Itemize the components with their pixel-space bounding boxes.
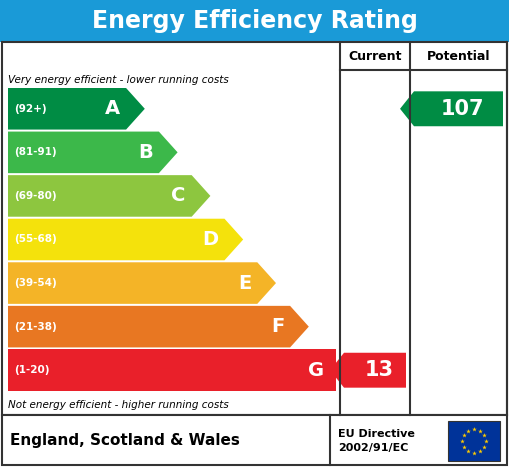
Polygon shape: [8, 175, 210, 217]
Text: Very energy efficient - lower running costs: Very energy efficient - lower running co…: [8, 75, 229, 85]
Bar: [448, 421, 500, 461]
Bar: [2, 42, 507, 415]
Text: EU Directive
2002/91/EC: EU Directive 2002/91/EC: [338, 429, 415, 453]
Text: (39-54): (39-54): [14, 278, 56, 288]
Text: F: F: [271, 317, 284, 336]
Polygon shape: [8, 132, 178, 173]
Polygon shape: [330, 353, 406, 388]
Polygon shape: [8, 219, 243, 260]
Text: C: C: [172, 186, 186, 205]
Text: G: G: [308, 361, 324, 380]
Text: B: B: [138, 143, 153, 162]
Bar: [0, 0, 509, 42]
Bar: [2, 415, 507, 465]
Polygon shape: [8, 306, 309, 347]
Text: Energy Efficiency Rating: Energy Efficiency Rating: [92, 9, 417, 33]
Text: (92+): (92+): [14, 104, 47, 114]
Text: Not energy efficient - higher running costs: Not energy efficient - higher running co…: [8, 400, 229, 410]
Polygon shape: [8, 349, 336, 391]
Text: 13: 13: [364, 360, 393, 380]
Polygon shape: [8, 88, 145, 129]
Text: (21-38): (21-38): [14, 322, 56, 332]
Text: 107: 107: [441, 99, 484, 119]
Polygon shape: [8, 262, 276, 304]
Text: Current: Current: [348, 50, 402, 63]
Text: England, Scotland & Wales: England, Scotland & Wales: [10, 433, 240, 448]
Text: (81-91): (81-91): [14, 148, 56, 157]
Text: (1-20): (1-20): [14, 365, 49, 375]
Text: (69-80): (69-80): [14, 191, 56, 201]
Text: (55-68): (55-68): [14, 234, 56, 245]
Text: Potential: Potential: [427, 50, 490, 63]
Polygon shape: [400, 92, 503, 126]
Text: A: A: [105, 99, 120, 118]
Text: E: E: [238, 274, 251, 292]
Text: D: D: [203, 230, 218, 249]
